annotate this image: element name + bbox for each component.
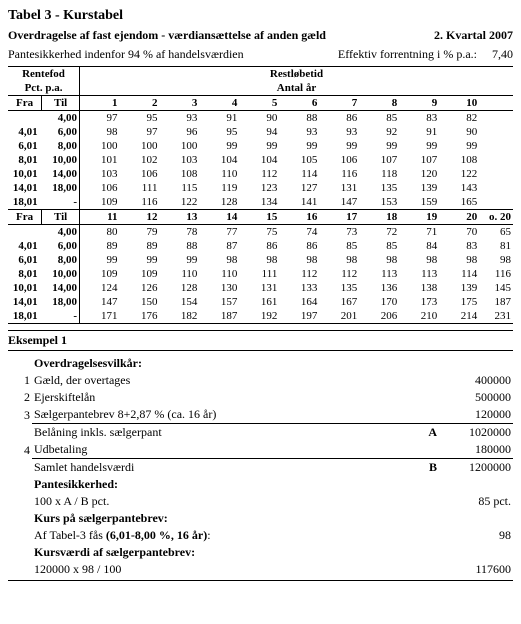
example-table: Overdragelsesvilkår: 1Gæld, der overtage… xyxy=(8,355,513,578)
subtitle-right: 2. Kvartal 2007 xyxy=(434,28,513,43)
subtitle-left: Overdragelse af fast ejendom - værdiansæ… xyxy=(8,28,326,43)
table-title: Tabel 3 - Kurstabel xyxy=(8,8,513,24)
rate-table: Rentefod Restløbetid Pct. p.a. Antal år … xyxy=(8,66,513,324)
info-left: Pantesikkerhed indenfor 94 % af handelsv… xyxy=(8,47,244,62)
example-header: Eksempel 1 xyxy=(8,330,513,351)
info-right: Effektiv forrentning i % p.a.: 7,40 xyxy=(338,47,513,62)
